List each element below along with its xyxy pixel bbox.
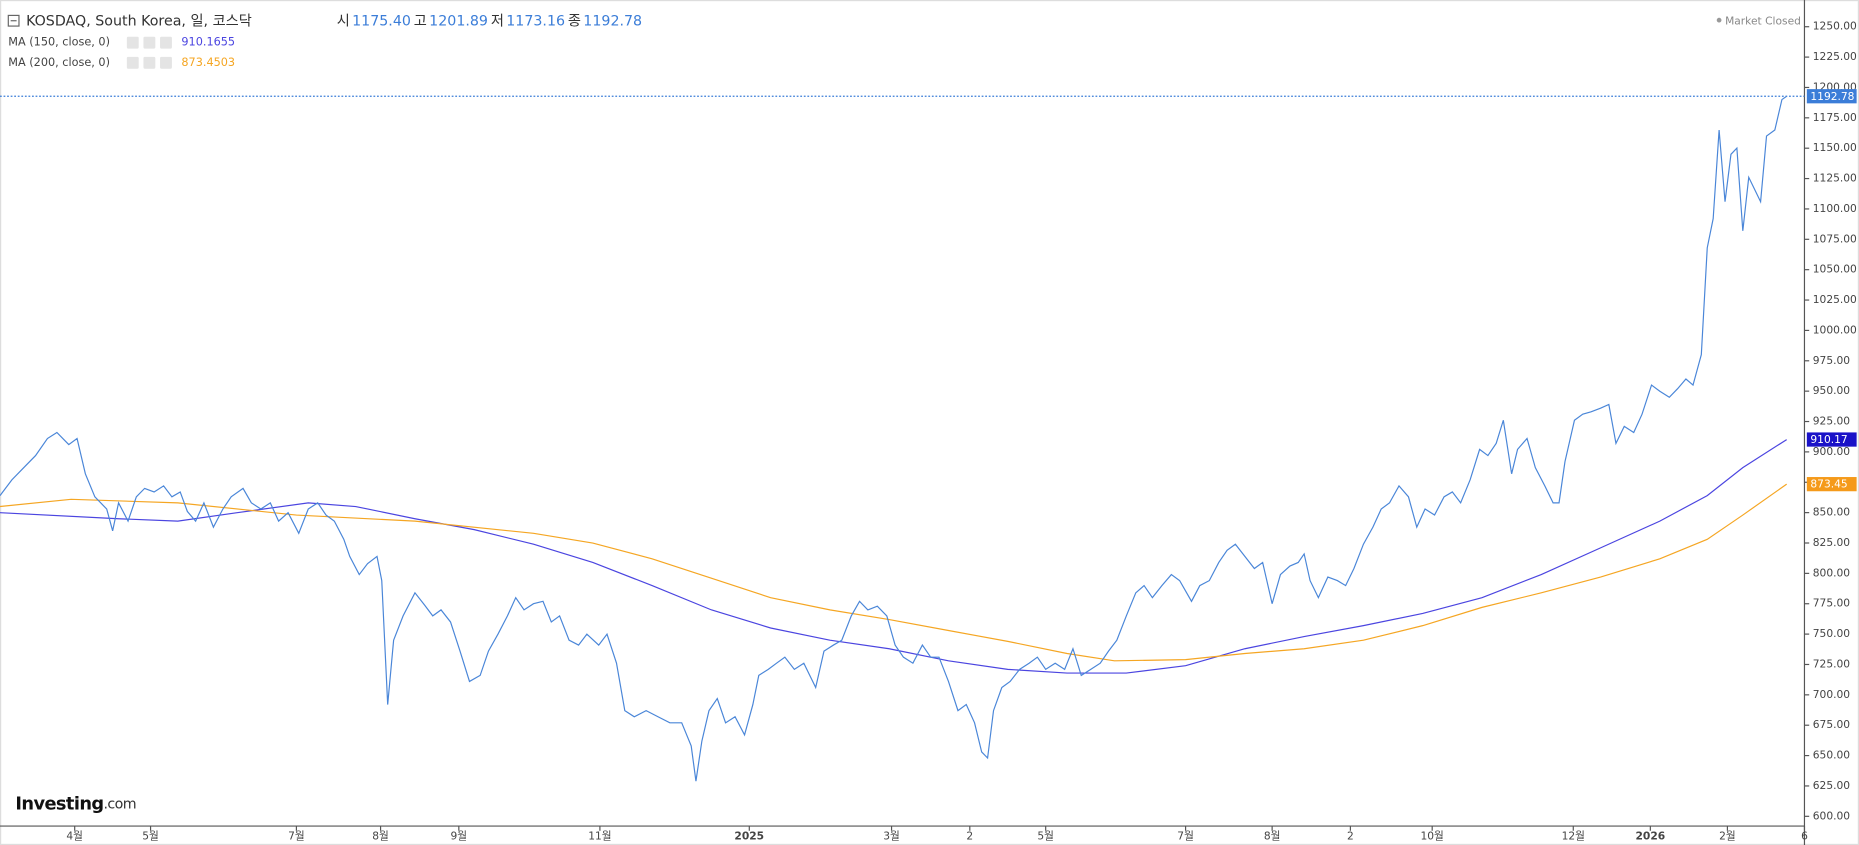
x-tick-label: 2025: [734, 830, 764, 843]
legend-label: MA (150, close, 0): [8, 36, 110, 49]
quote-value: 1175.40: [352, 13, 411, 29]
y-tick-label: 700.00: [1813, 688, 1851, 701]
x-tick-label: 5월: [142, 830, 159, 843]
x-tick-label: 2: [1347, 830, 1354, 843]
y-tick-label: 725.00: [1813, 657, 1851, 670]
y-tick-label: 950.00: [1813, 384, 1851, 397]
series-line: [0, 483, 1788, 662]
market-status: Market Closed: [1725, 14, 1801, 27]
legend-value: 873.4503: [181, 56, 235, 69]
logo-main: Investing: [15, 794, 103, 815]
x-tick-label: 6: [1801, 830, 1808, 843]
y-tick-label: 1100.00: [1813, 202, 1857, 215]
x-tick-label: 7월: [1177, 830, 1194, 843]
y-tick-label: 1225.00: [1813, 50, 1857, 63]
legend-button: [160, 56, 172, 69]
x-tick-label: 4월: [66, 830, 83, 843]
quote-label: 저: [491, 12, 504, 29]
y-tick-label: 1050.00: [1813, 263, 1857, 276]
y-tick-label: 625.00: [1813, 779, 1851, 792]
quote-value: 1192.78: [583, 13, 642, 29]
x-tick-label: 12월: [1562, 830, 1585, 843]
x-tick-label: 2월: [1719, 830, 1736, 843]
y-tick-label: 1075.00: [1813, 232, 1857, 245]
y-tick-label: 1150.00: [1813, 141, 1857, 154]
legend-value: 910.1655: [181, 36, 235, 49]
price-tag-label: 1192.78: [1810, 90, 1854, 103]
series-line: [0, 439, 1787, 674]
y-tick-label: 925.00: [1813, 415, 1851, 428]
y-tick-label: 650.00: [1813, 749, 1851, 762]
series-line: [0, 95, 1788, 782]
quote-label: 시: [337, 13, 350, 29]
y-tick-label: 1000.00: [1813, 323, 1857, 336]
y-tick-label: 1025.00: [1813, 293, 1857, 306]
price-tag-label: 873.45: [1810, 478, 1847, 491]
quote: 시 1175.40 고 1201.89 저 1173.16 종 1192.78: [337, 12, 642, 29]
y-tick-label: 1125.00: [1813, 172, 1857, 185]
y-tick-label: 1175.00: [1813, 111, 1857, 124]
x-tick-label: 2026: [1635, 830, 1665, 843]
quote-value: 1173.16: [506, 13, 565, 29]
price-tag: [1806, 477, 1857, 492]
legend-button: [143, 36, 156, 49]
quote-value: 1201.89: [429, 13, 488, 29]
chart-title: KOSDAQ, South Korea, 일, 코스닥: [26, 12, 252, 29]
quote-label: 종: [568, 13, 581, 29]
x-tick-label: 7월: [288, 830, 305, 843]
price-tag: [1806, 89, 1857, 104]
y-tick-label: 775.00: [1813, 597, 1851, 610]
x-tick-label: 3월: [883, 830, 900, 843]
legend: MA (150, close, 0) 910.1655 MA (200, close…: [8, 36, 235, 69]
x-tick-label: 5월: [1037, 830, 1054, 843]
y-tick-label: 900.00: [1813, 445, 1851, 458]
status-dot: [1716, 17, 1722, 23]
y-tick-label: 825.00: [1813, 536, 1851, 549]
y-tick-label: 800.00: [1813, 566, 1851, 579]
y-tick-label: 1250.00: [1813, 20, 1857, 33]
collapse-icon[interactable]: [7, 14, 20, 27]
x-tick-label: 9월: [451, 830, 468, 843]
price-tag: [1806, 432, 1857, 447]
logo: Investing.com: [15, 794, 136, 815]
legend-button: [160, 36, 172, 49]
x-tick-label: 11월: [588, 830, 611, 843]
y-tick-label: 600.00: [1813, 809, 1851, 822]
x-tick-label: 10월: [1420, 830, 1443, 843]
y-tick-label: 975.00: [1813, 354, 1851, 367]
legend-button: [126, 36, 139, 49]
legend-button: [126, 56, 139, 69]
x-tick-label: 8월: [1264, 830, 1281, 843]
y-tick-label: 675.00: [1813, 718, 1851, 731]
y-tick-label: 750.00: [1813, 627, 1851, 640]
legend-button: [143, 56, 156, 69]
price-tag-label: 910.17: [1810, 433, 1847, 446]
quote-label: 고: [414, 13, 427, 29]
y-tick-label: 850.00: [1813, 506, 1851, 519]
x-tick-label: 8월: [372, 830, 389, 843]
logo-suffix: .com: [104, 797, 137, 813]
x-tick-label: 2: [966, 830, 973, 843]
legend-label: MA (200, close, 0): [8, 56, 110, 69]
